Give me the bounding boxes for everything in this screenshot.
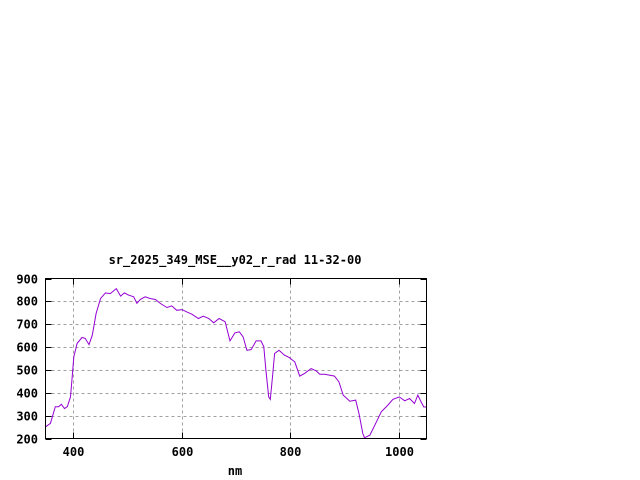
y-tick-label: 400 xyxy=(16,387,38,401)
y-axis: 200 300 400 500 600 700 800 900 xyxy=(16,273,427,447)
grid xyxy=(45,278,427,439)
x-axis-label: nm xyxy=(228,464,242,478)
y-tick-label: 600 xyxy=(16,341,38,355)
y-tick-label: 800 xyxy=(16,295,38,309)
x-axis: 400 600 800 1000 xyxy=(63,278,414,459)
series-line xyxy=(45,287,427,439)
x-tick-label: 1000 xyxy=(385,445,414,459)
x-tick-label: 600 xyxy=(172,445,194,459)
plot-frame xyxy=(45,278,427,439)
y-tick-label: 700 xyxy=(16,318,38,332)
x-tick-label: 800 xyxy=(280,445,302,459)
y-tick-label: 500 xyxy=(16,364,38,378)
y-tick-label: 200 xyxy=(16,433,38,447)
chart-title: sr_2025_349_MSE__y02_r_rad 11-32-00 xyxy=(109,253,362,268)
y-tick-label: 300 xyxy=(16,410,38,424)
x-tick-label: 400 xyxy=(63,445,85,459)
y-tick-label: 900 xyxy=(16,273,38,287)
